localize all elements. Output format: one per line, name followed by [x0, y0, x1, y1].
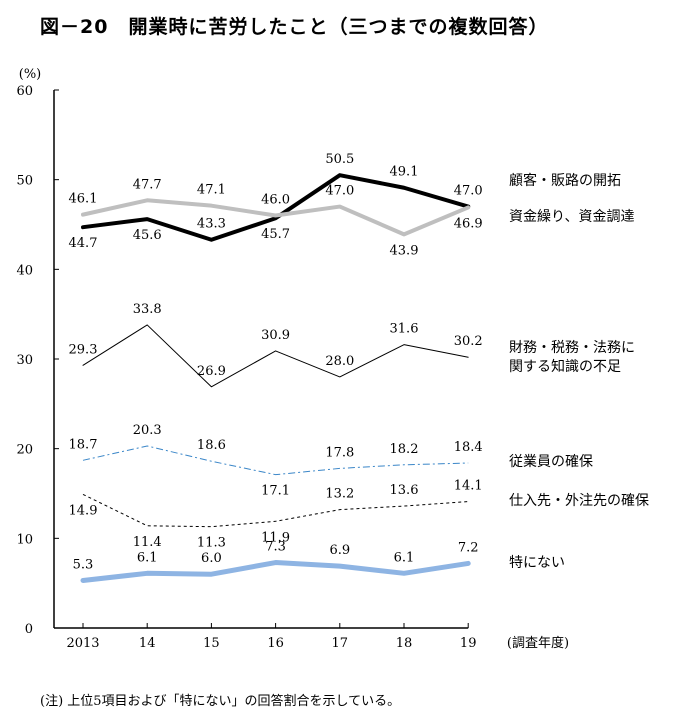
data-label: 11.9: [261, 530, 290, 545]
y-unit-label: (%): [19, 67, 42, 82]
series-lines: [80, 173, 471, 583]
data-label: 18.2: [390, 442, 419, 457]
data-label: 30.2: [454, 334, 483, 349]
data-label: 43.9: [390, 243, 419, 258]
x-tick-label: 14: [139, 636, 156, 651]
x-tick-label: 15: [203, 636, 220, 651]
data-label: 6.0: [201, 551, 222, 566]
series-labels: 顧客・販路の開拓資金繰り、資金調達財務・税務・法務に関する知識の不足従業員の確保…: [509, 172, 649, 571]
data-label: 49.1: [390, 165, 419, 180]
data-label: 33.8: [133, 302, 162, 317]
data-label: 28.0: [325, 354, 354, 369]
series-line-0: [81, 173, 471, 242]
series-name-label: 資金繰り、資金調達: [509, 209, 634, 225]
series-name-label: 顧客・販路の開拓: [509, 172, 621, 189]
y-tick-label: 0: [25, 622, 33, 637]
series-name-label: 特にない: [509, 555, 565, 571]
x-tick-label: 16: [267, 636, 284, 651]
series-line-2: [82, 324, 469, 388]
data-label: 46.0: [261, 193, 290, 208]
series-line-4: [82, 493, 469, 528]
series-name-label: 財務・税務・法務に: [509, 340, 635, 356]
data-label: 18.7: [69, 437, 98, 452]
data-label: 18.4: [454, 440, 483, 455]
chart-title: 図－20 開業時に苦労したこと（三つまでの複数回答）: [40, 16, 549, 38]
series-name-label: 従業員の確保: [509, 454, 593, 470]
data-label: 46.1: [69, 192, 98, 207]
y-tick-label: 60: [16, 84, 33, 99]
series-line-3: [82, 445, 469, 476]
data-label: 11.4: [133, 535, 162, 550]
data-label: 18.6: [197, 438, 226, 453]
data-label: 46.9: [454, 216, 483, 231]
data-label: 13.6: [390, 483, 419, 498]
data-label: 44.7: [69, 236, 98, 251]
x-tick-label: 2013: [66, 636, 99, 651]
x-axis-title: (調査年度): [507, 635, 569, 651]
data-label: 47.1: [197, 183, 226, 198]
line-chart: (%) (調査年度) 0 10 20 30 40 50 60 2013 14 15 16 17 18 19…: [16, 67, 649, 651]
data-label: 6.1: [137, 550, 158, 565]
y-tick-label: 50: [16, 174, 33, 189]
x-tick-label: 19: [460, 636, 477, 651]
y-tick-label: 30: [16, 353, 33, 368]
x-tick-label: 18: [396, 636, 413, 651]
y-tick-label: 40: [16, 263, 33, 278]
data-label: 45.6: [133, 228, 162, 243]
data-label: 17.8: [325, 445, 354, 460]
axes: 0 10 20 30 40 50 60 2013 14 15 16 17 18 19: [16, 84, 476, 651]
series-name-label: 関する知識の不足: [509, 358, 621, 375]
y-tick-label: 20: [16, 443, 33, 458]
series-line-5: [80, 560, 471, 583]
footnote: (注) 上位5項目および「特にない」の回答割合を示している。: [40, 694, 401, 709]
data-label: 11.3: [197, 536, 226, 551]
series-line-1: [81, 198, 471, 237]
data-label: 13.2: [325, 487, 354, 502]
data-label: 50.5: [325, 152, 354, 167]
data-label: 20.3: [133, 423, 162, 438]
data-label: 43.3: [197, 217, 226, 232]
data-label: 47.0: [325, 184, 354, 199]
data-label: 6.9: [329, 543, 350, 558]
series-name-label: 仕入先・外注先の確保: [509, 493, 649, 509]
data-label: 31.6: [390, 322, 419, 337]
data-labels: 44.7 45.6 43.3 45.7 50.5 49.1 47.0 46.1 47.7 47.1…: [69, 152, 483, 572]
y-tick-label: 10: [16, 532, 33, 547]
data-label: 5.3: [73, 557, 94, 572]
data-label: 30.9: [261, 328, 290, 343]
data-label: 7.3: [265, 540, 286, 555]
data-label: 45.7: [261, 227, 290, 242]
data-label: 26.9: [197, 364, 226, 379]
data-label: 7.2: [458, 540, 479, 555]
data-label: 17.1: [261, 484, 290, 499]
data-label: 29.3: [69, 342, 98, 357]
data-label: 47.7: [133, 177, 162, 192]
x-tick-label: 17: [332, 636, 349, 651]
data-label: 6.1: [394, 550, 415, 565]
data-label: 47.0: [454, 184, 483, 199]
data-label: 14.9: [69, 503, 98, 518]
data-label: 14.1: [454, 479, 483, 494]
